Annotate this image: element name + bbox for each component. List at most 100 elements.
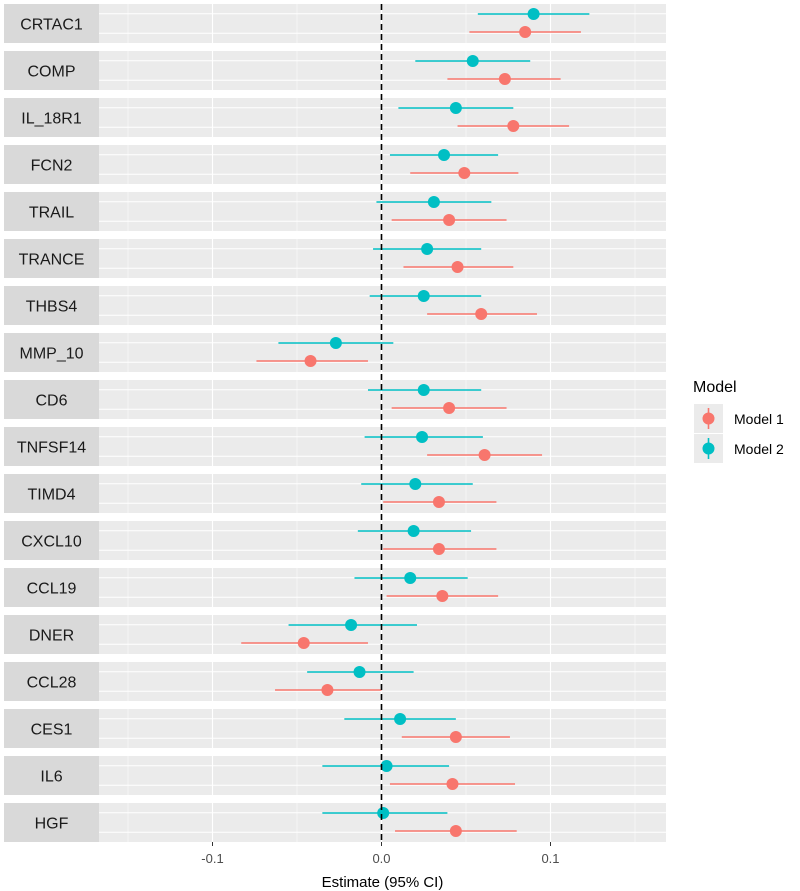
legend-entry-model-2: Model 2 [694,434,784,463]
model2-point [421,243,434,255]
model1-point [449,825,462,837]
model2-point [466,55,479,67]
strip-label: THBS4 [26,299,78,316]
model2-point [449,102,462,114]
strip-label: FCN2 [31,158,73,175]
legend-key-point [702,442,715,455]
panel-background [99,521,666,560]
model2-point [377,807,390,819]
model1-point [507,120,520,132]
model2-point [438,149,451,161]
strip-background [4,709,99,748]
model1-point [475,308,488,320]
model2-point [407,525,420,537]
model2-point [417,384,430,396]
panel-background [99,709,666,748]
model2-point [380,760,393,772]
model2-point [404,572,417,584]
legend: Model Model 1 Model 2 [693,379,784,463]
strip-label: IL_18R1 [21,111,82,128]
panel-background [99,662,666,701]
model1-point [432,496,445,508]
x-tick-label: 0.1 [541,851,559,866]
x-axis-title: Estimate (95% CI) [322,874,444,891]
model1-point [443,402,456,414]
strip-background [4,239,99,278]
facet-trance: TRANCE [4,239,666,278]
model1-point [436,590,449,602]
strip-label: CRTAC1 [20,17,83,34]
panel-background [99,568,666,607]
strip-label: CXCL10 [21,534,82,551]
facet-cd6: CD6 [4,380,666,419]
strip-background [4,662,99,701]
model2-point [409,478,422,490]
panel-background [99,427,666,466]
facet-fcn2: FCN2 [4,145,666,184]
model1-point [321,684,334,696]
model1-point [304,355,317,367]
model1-point [478,449,491,461]
facet-dner: DNER [4,615,666,654]
facet-timd4: TIMD4 [4,474,666,513]
strip-background [4,4,99,43]
model2-point [427,196,440,208]
facet-thbs4: THBS4 [4,286,666,325]
facet-comp: COMP [4,51,666,90]
legend-entry-model-1: Model 1 [694,404,784,433]
strip-label: CCL19 [27,581,77,598]
model2-point [416,431,429,443]
strip-label: CCL28 [27,675,77,692]
strip-background [4,51,99,90]
legend-title: Model [693,379,737,396]
model1-point [443,214,456,226]
model2-point [417,290,430,302]
panel-background [99,239,666,278]
facet-ccl19: CCL19 [4,568,666,607]
strip-background [4,333,99,372]
strip-background [4,145,99,184]
x-tick-label: -0.1 [201,851,223,866]
facet-mmp-10: MMP_10 [4,333,666,372]
strip-label: TRAIL [29,205,74,222]
panel-background [99,145,666,184]
panel-background [99,380,666,419]
model1-point [498,73,511,85]
legend-label: Model 1 [734,411,784,427]
model1-point [458,167,471,179]
strip-background [4,756,99,795]
facet-cxcl10: CXCL10 [4,521,666,560]
strip-background [4,474,99,513]
strip-label: HGF [35,816,69,833]
strip-background [4,286,99,325]
strip-background [4,380,99,419]
panel-background [99,4,666,43]
strip-label: TIMD4 [28,487,76,504]
panel-background [99,98,666,137]
strip-background [4,568,99,607]
model1-point [449,731,462,743]
strip-label: CES1 [31,722,73,739]
model2-point [394,713,407,725]
strip-background [4,192,99,231]
strip-label: IL6 [40,769,62,786]
strip-label: COMP [28,64,76,81]
panel-background [99,192,666,231]
facet-il-18r1: IL_18R1 [4,98,666,137]
strip-label: CD6 [35,393,67,410]
panel-background [99,333,666,372]
model2-point [527,8,540,20]
panel-background [99,474,666,513]
strip-background [4,803,99,842]
facet-ces1: CES1 [4,709,666,748]
strip-label: TNFSF14 [17,440,86,457]
facet-crtac1: CRTAC1 [4,4,666,43]
model2-point [353,666,366,678]
strip-background [4,427,99,466]
facet-tnfsf14: TNFSF14 [4,427,666,466]
strip-background [4,615,99,654]
facet-trail: TRAIL [4,192,666,231]
strip-background [4,521,99,560]
model1-point [446,778,459,790]
